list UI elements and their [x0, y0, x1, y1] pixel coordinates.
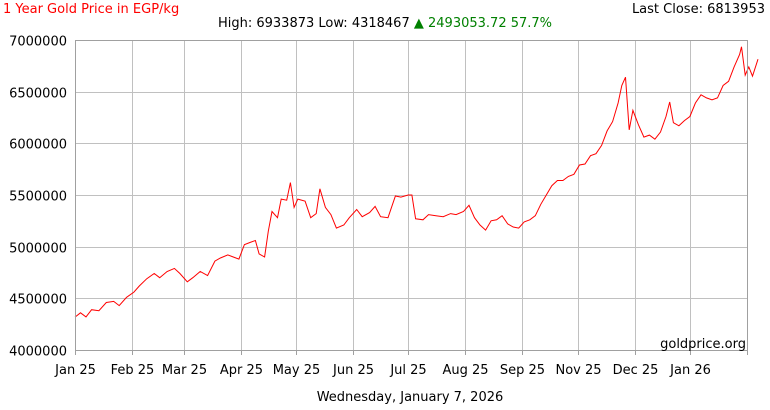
high-label: High: — [217, 16, 253, 31]
y-tick-label: 6500000 — [9, 87, 67, 102]
x-axis-ticks: Jan 25 Feb 25 Mar 25 Apr 25 May 25 Jun 25 Jul … — [54, 350, 748, 378]
x-tick-label: Nov 25 — [555, 363, 601, 378]
low-label: Low: — [318, 16, 348, 31]
x-tick-label: Feb 25 — [111, 363, 155, 378]
y-tick-label: 4500000 — [9, 293, 67, 308]
stats-line: High: 6933873 Low: 4318467 ▲ 2493053.72 … — [0, 16, 770, 31]
last-close-value: 6813953 — [707, 2, 765, 17]
y-tick-label: 5500000 — [9, 190, 67, 205]
x-tick-label: Jun 25 — [332, 363, 374, 378]
x-tick-label: Sep 25 — [500, 363, 545, 378]
x-tick-label: Dec 25 — [613, 363, 659, 378]
x-tick-label: Mar 25 — [162, 363, 207, 378]
y-tick-label: 4000000 — [9, 345, 67, 360]
y-tick-label: 5000000 — [9, 242, 67, 257]
chart-title: 1 Year Gold Price in EGP/kg — [3, 2, 180, 17]
last-close-label: Last Close: — [631, 2, 703, 17]
last-close: Last Close: 6813953 — [632, 2, 765, 17]
change-up-icon: ▲ — [413, 16, 424, 31]
y-tick-label: 6000000 — [9, 138, 67, 153]
x-tick-label: May 25 — [273, 363, 321, 378]
footer-date: Wednesday, January 7, 2026 — [316, 390, 504, 405]
y-axis-ticks: 4000000 4500000 5000000 5500000 6000000 65000… — [9, 35, 67, 360]
change-percent: 57.7% — [510, 16, 553, 31]
x-tick-label: Jan 25 — [54, 363, 96, 378]
y-tick-label: 7000000 — [9, 35, 67, 50]
x-tick-label: Jul 25 — [389, 363, 426, 378]
series-line — [74, 46, 759, 318]
low-value: 4318467 — [351, 16, 410, 31]
x-tick-label: Aug 25 — [442, 363, 488, 378]
x-tick-label: Jan 26 — [669, 363, 711, 378]
watermark: goldprice.org — [660, 337, 746, 352]
plot-frame — [75, 40, 748, 351]
x-tick-label: Apr 25 — [220, 363, 263, 378]
change-value: 2493053.72 — [428, 16, 507, 31]
high-value: 6933873 — [256, 16, 315, 31]
